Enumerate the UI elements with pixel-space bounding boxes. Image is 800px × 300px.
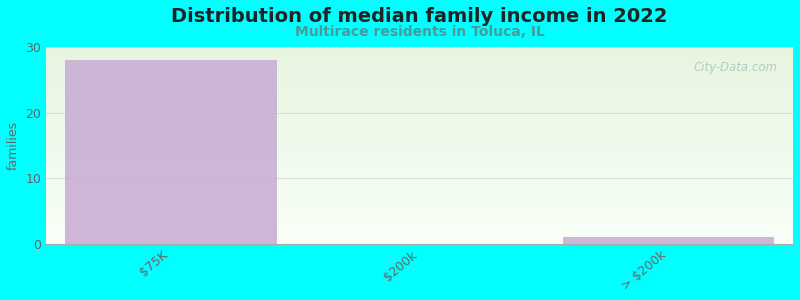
Y-axis label: families: families [7, 121, 20, 170]
Text: Multirace residents in Toluca, IL: Multirace residents in Toluca, IL [294, 25, 545, 39]
Text: City-Data.com: City-Data.com [694, 61, 778, 74]
Bar [65, 60, 277, 244]
Title: Distribution of median family income in 2022: Distribution of median family income in … [171, 7, 668, 26]
Bar [562, 237, 774, 244]
